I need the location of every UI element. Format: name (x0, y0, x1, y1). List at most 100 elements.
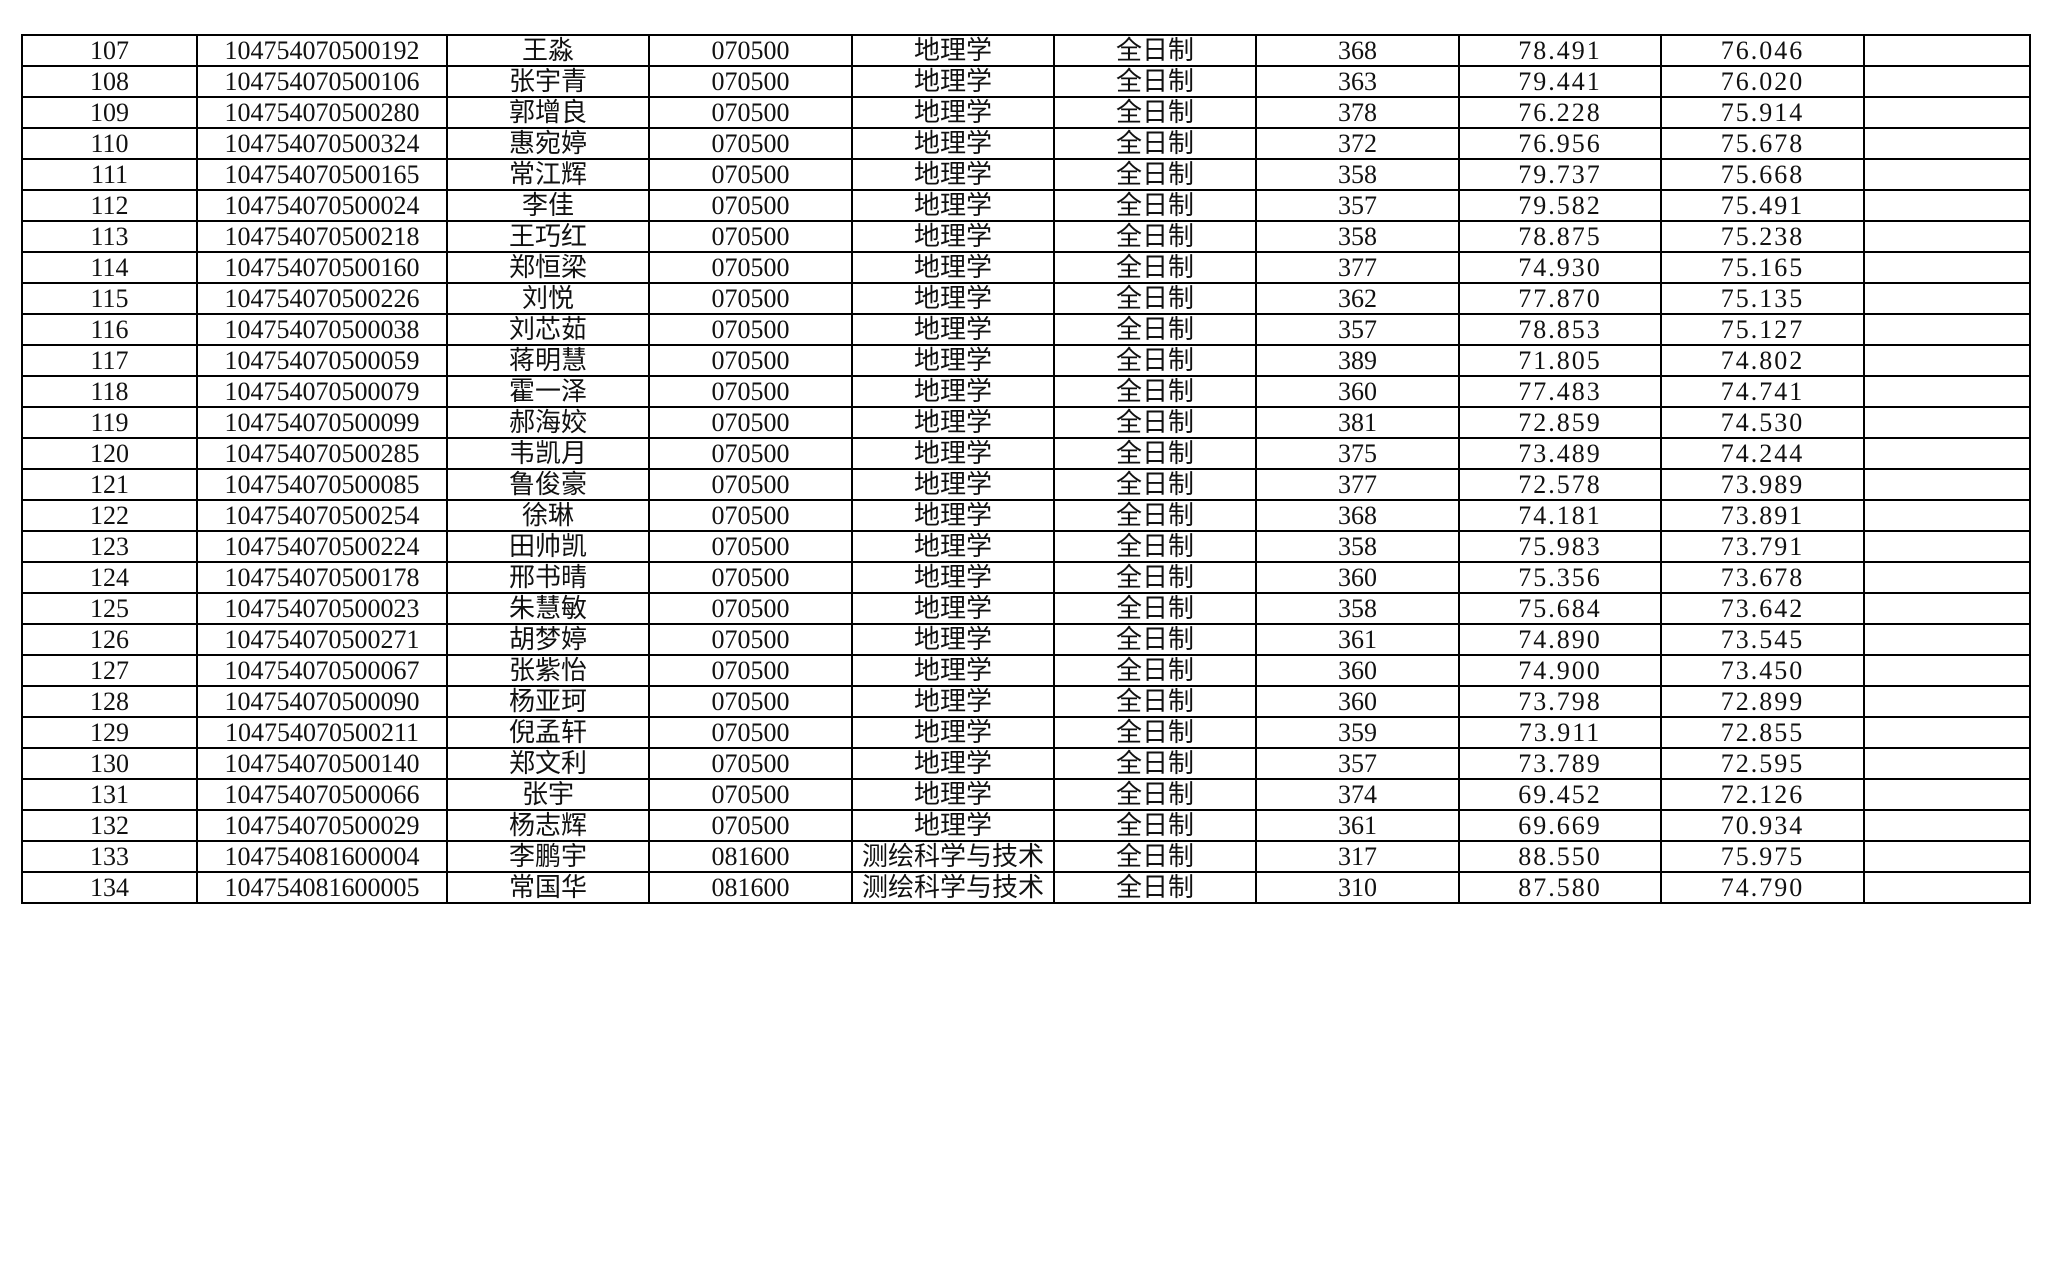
remark-cell (1863, 406, 2031, 439)
remark-cell (1863, 840, 2031, 873)
major-code-cell: 070500 (648, 592, 853, 625)
retest-score-cell: 88.550 (1458, 840, 1662, 873)
table-row: 121 104754070500085 鲁俊豪 070500 地理学 全日制 377 72.5… (21, 468, 2031, 501)
name-cell: 鲁俊豪 (446, 468, 650, 501)
total-score-cell: 75.238 (1660, 220, 1865, 253)
retest-score-cell: 72.578 (1458, 468, 1662, 501)
name-cell: 蒋明慧 (446, 344, 650, 377)
retest-score-cell: 74.890 (1458, 623, 1662, 656)
initial-score-cell: 360 (1255, 561, 1460, 594)
major-code-cell: 070500 (648, 778, 853, 811)
major-name-cell: 地理学 (851, 685, 1055, 718)
study-mode-cell: 全日制 (1053, 34, 1257, 67)
table-row: 125 104754070500023 朱慧敏 070500 地理学 全日制 358 75.6… (21, 592, 2031, 625)
initial-score-cell: 357 (1255, 747, 1460, 780)
name-cell: 倪孟轩 (446, 716, 650, 749)
study-mode-cell: 全日制 (1053, 561, 1257, 594)
major-code-cell: 070500 (648, 65, 853, 98)
total-score-cell: 73.989 (1660, 468, 1865, 501)
study-mode-cell: 全日制 (1053, 158, 1257, 191)
remark-cell (1863, 654, 2031, 687)
major-name-cell: 地理学 (851, 220, 1055, 253)
total-score-cell: 75.491 (1660, 189, 1865, 222)
table-row: 123 104754070500224 田帅凯 070500 地理学 全日制 358 75.9… (21, 530, 2031, 563)
initial-score-cell: 389 (1255, 344, 1460, 377)
table-row: 133 104754081600004 李鹏宇 081600 测绘科学与技术 全日制 317… (21, 840, 2031, 873)
retest-score-cell: 72.859 (1458, 406, 1662, 439)
retest-score-cell: 76.228 (1458, 96, 1662, 129)
initial-score-cell: 358 (1255, 220, 1460, 253)
study-mode-cell: 全日制 (1053, 96, 1257, 129)
seq-cell: 130 (21, 747, 198, 780)
exam-id-cell: 104754070500192 (196, 34, 448, 67)
major-code-cell: 070500 (648, 96, 853, 129)
study-mode-cell: 全日制 (1053, 747, 1257, 780)
seq-cell: 133 (21, 840, 198, 873)
name-cell: 张宇青 (446, 65, 650, 98)
study-mode-cell: 全日制 (1053, 375, 1257, 408)
seq-cell: 110 (21, 127, 198, 160)
exam-id-cell: 104754070500160 (196, 251, 448, 284)
name-cell: 刘芯茹 (446, 313, 650, 346)
initial-score-cell: 357 (1255, 189, 1460, 222)
study-mode-cell: 全日制 (1053, 592, 1257, 625)
total-score-cell: 75.914 (1660, 96, 1865, 129)
total-score-cell: 75.678 (1660, 127, 1865, 160)
remark-cell (1863, 561, 2031, 594)
name-cell: 张宇 (446, 778, 650, 811)
total-score-cell: 76.020 (1660, 65, 1865, 98)
total-score-cell: 73.891 (1660, 499, 1865, 532)
seq-cell: 115 (21, 282, 198, 315)
remark-cell (1863, 871, 2031, 904)
exam-id-cell: 104754070500106 (196, 65, 448, 98)
seq-cell: 109 (21, 96, 198, 129)
initial-score-cell: 368 (1255, 499, 1460, 532)
remark-cell (1863, 313, 2031, 346)
total-score-cell: 75.127 (1660, 313, 1865, 346)
name-cell: 郑恒梁 (446, 251, 650, 284)
table-row: 127 104754070500067 张紫怡 070500 地理学 全日制 360 74.9… (21, 654, 2031, 687)
remark-cell (1863, 468, 2031, 501)
name-cell: 杨志辉 (446, 809, 650, 842)
major-name-cell: 地理学 (851, 809, 1055, 842)
table-row: 132 104754070500029 杨志辉 070500 地理学 全日制 361 69.6… (21, 809, 2031, 842)
seq-cell: 117 (21, 344, 198, 377)
initial-score-cell: 375 (1255, 437, 1460, 470)
major-name-cell: 地理学 (851, 561, 1055, 594)
total-score-cell: 75.165 (1660, 251, 1865, 284)
major-name-cell: 地理学 (851, 530, 1055, 563)
major-name-cell: 地理学 (851, 716, 1055, 749)
seq-cell: 123 (21, 530, 198, 563)
total-score-cell: 70.934 (1660, 809, 1865, 842)
major-code-cell: 070500 (648, 499, 853, 532)
initial-score-cell: 374 (1255, 778, 1460, 811)
name-cell: 常江辉 (446, 158, 650, 191)
name-cell: 邢书晴 (446, 561, 650, 594)
name-cell: 惠宛婷 (446, 127, 650, 160)
exam-id-cell: 104754070500079 (196, 375, 448, 408)
study-mode-cell: 全日制 (1053, 840, 1257, 873)
table-row: 134 104754081600005 常国华 081600 测绘科学与技术 全日制 310… (21, 871, 2031, 904)
table-row: 111 104754070500165 常江辉 070500 地理学 全日制 358 79.7… (21, 158, 2031, 191)
exam-id-cell: 104754070500090 (196, 685, 448, 718)
total-score-cell: 74.802 (1660, 344, 1865, 377)
study-mode-cell: 全日制 (1053, 189, 1257, 222)
total-score-cell: 75.135 (1660, 282, 1865, 315)
name-cell: 刘悦 (446, 282, 650, 315)
exam-id-cell: 104754070500324 (196, 127, 448, 160)
exam-id-cell: 104754070500226 (196, 282, 448, 315)
major-name-cell: 地理学 (851, 34, 1055, 67)
seq-cell: 108 (21, 65, 198, 98)
exam-id-cell: 104754070500211 (196, 716, 448, 749)
exam-id-cell: 104754070500140 (196, 747, 448, 780)
name-cell: 郝海姣 (446, 406, 650, 439)
major-code-cell: 070500 (648, 127, 853, 160)
retest-score-cell: 74.181 (1458, 499, 1662, 532)
name-cell: 王淼 (446, 34, 650, 67)
remark-cell (1863, 96, 2031, 129)
initial-score-cell: 360 (1255, 375, 1460, 408)
study-mode-cell: 全日制 (1053, 654, 1257, 687)
retest-score-cell: 69.669 (1458, 809, 1662, 842)
total-score-cell: 73.450 (1660, 654, 1865, 687)
remark-cell (1863, 282, 2031, 315)
